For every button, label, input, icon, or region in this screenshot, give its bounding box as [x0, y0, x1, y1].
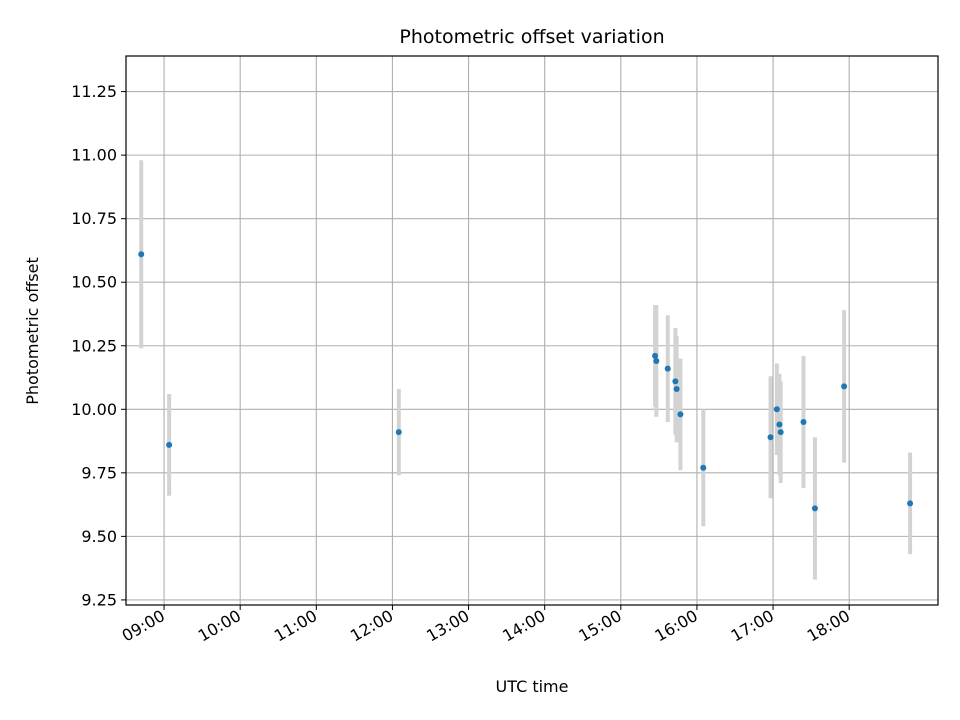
data-point — [773, 406, 780, 413]
data-point — [673, 385, 680, 392]
data-point — [700, 464, 707, 471]
y-tick-label: 10.25 — [71, 336, 117, 355]
data-point — [395, 429, 402, 436]
y-axis-ticks: 9.25 9.50 9.75 10.00 10.25 10.50 10.75 11.00 11.… — [71, 82, 126, 609]
y-tick-label: 10.75 — [71, 209, 117, 228]
data-point — [652, 352, 659, 359]
y-tick-label: 11.25 — [71, 82, 117, 101]
data-point — [677, 411, 684, 418]
y-tick-label: 9.50 — [81, 527, 117, 546]
data-point — [811, 505, 818, 512]
data-point — [138, 251, 145, 258]
data-point — [777, 429, 784, 436]
data-point — [800, 419, 807, 425]
data-point — [664, 365, 671, 372]
data-point — [672, 378, 679, 385]
chart-title: Photometric offset variation — [399, 26, 664, 48]
x-axis-label: UTC time — [496, 677, 569, 696]
data-point — [907, 500, 914, 507]
y-tick-label: 10.00 — [71, 400, 117, 419]
data-point — [841, 383, 848, 390]
data-point — [653, 358, 660, 364]
data-point — [776, 421, 783, 428]
y-tick-label: 9.75 — [81, 463, 117, 482]
data-point — [767, 434, 774, 441]
y-tick-label: 11.00 — [71, 146, 117, 165]
y-tick-label: 9.25 — [81, 590, 117, 609]
y-tick-label: 10.50 — [71, 273, 117, 292]
plot-frame — [125, 55, 939, 606]
y-axis-label: Photometric offset — [23, 257, 42, 405]
data-points — [138, 251, 914, 512]
data-point — [166, 441, 173, 448]
